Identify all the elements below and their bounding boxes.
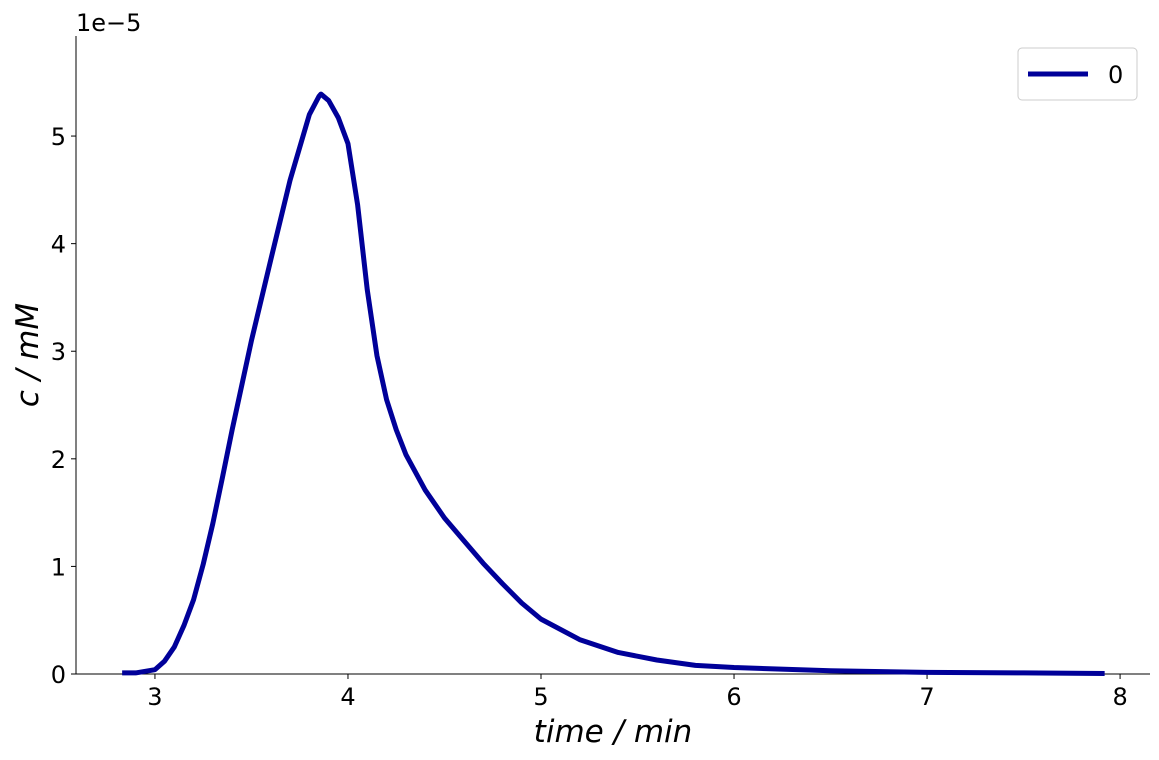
y-tick-label: 0 xyxy=(51,661,66,689)
y-tick-label: 1 xyxy=(51,553,66,581)
x-tick-label: 6 xyxy=(726,683,741,711)
x-axis-label: time / min xyxy=(534,714,693,750)
legend-label: 0 xyxy=(1108,61,1123,89)
x-tick-label: 8 xyxy=(1112,683,1127,711)
x-tick-label: 5 xyxy=(533,683,548,711)
y-axis-label: c / mM xyxy=(10,303,46,407)
x-tick-label: 4 xyxy=(340,683,355,711)
y-tick-label: 2 xyxy=(51,446,66,474)
y-tick-label: 5 xyxy=(51,123,66,151)
y-tick-label: 3 xyxy=(51,338,66,366)
data-line xyxy=(122,91,1105,676)
y-tick-label: 4 xyxy=(51,231,66,259)
x-tick-label: 3 xyxy=(147,683,162,711)
y-offset-label: 1e−5 xyxy=(76,9,141,37)
x-tick-label: 7 xyxy=(919,683,934,711)
